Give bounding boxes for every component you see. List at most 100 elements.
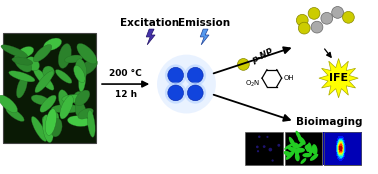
Text: OH: OH [284, 75, 294, 81]
Ellipse shape [42, 115, 53, 143]
Ellipse shape [65, 55, 82, 63]
Ellipse shape [294, 148, 305, 153]
Ellipse shape [45, 109, 56, 135]
Ellipse shape [310, 149, 317, 153]
Ellipse shape [302, 153, 312, 157]
Polygon shape [319, 58, 358, 98]
Ellipse shape [43, 38, 62, 50]
Ellipse shape [35, 71, 54, 93]
Circle shape [321, 12, 333, 24]
Ellipse shape [312, 144, 318, 155]
Circle shape [187, 67, 203, 83]
Ellipse shape [294, 149, 299, 155]
Ellipse shape [59, 90, 71, 113]
Text: IFE: IFE [329, 73, 348, 83]
Polygon shape [200, 29, 209, 45]
Ellipse shape [75, 101, 86, 120]
Text: O$_2$N: O$_2$N [245, 79, 260, 89]
Circle shape [311, 21, 323, 33]
Ellipse shape [296, 142, 305, 148]
Ellipse shape [308, 143, 312, 155]
Ellipse shape [6, 107, 24, 121]
Circle shape [277, 144, 280, 147]
Circle shape [271, 159, 274, 162]
Ellipse shape [58, 44, 71, 68]
Ellipse shape [75, 90, 90, 106]
Ellipse shape [0, 95, 17, 113]
Ellipse shape [1, 45, 28, 58]
Ellipse shape [296, 131, 301, 140]
Text: 12 h: 12 h [115, 90, 137, 99]
Ellipse shape [14, 54, 32, 72]
Ellipse shape [74, 65, 85, 83]
Ellipse shape [305, 144, 311, 150]
Ellipse shape [284, 143, 293, 150]
Ellipse shape [49, 111, 59, 125]
Circle shape [266, 136, 268, 138]
Polygon shape [146, 29, 155, 45]
Text: 200 °C: 200 °C [109, 69, 142, 78]
Circle shape [184, 64, 206, 86]
Ellipse shape [51, 104, 81, 113]
Ellipse shape [289, 137, 296, 149]
Ellipse shape [75, 59, 87, 80]
Ellipse shape [77, 44, 97, 64]
Circle shape [308, 7, 320, 19]
Ellipse shape [73, 91, 84, 106]
Circle shape [256, 146, 259, 148]
Text: Excitation: Excitation [119, 18, 179, 28]
Circle shape [296, 14, 308, 26]
Ellipse shape [286, 150, 295, 160]
Ellipse shape [31, 95, 50, 105]
Ellipse shape [284, 151, 292, 157]
Ellipse shape [298, 136, 306, 145]
Ellipse shape [26, 57, 39, 71]
Ellipse shape [62, 94, 83, 103]
Ellipse shape [87, 110, 95, 137]
Ellipse shape [306, 144, 311, 152]
Circle shape [332, 7, 344, 18]
Ellipse shape [79, 59, 98, 75]
Circle shape [268, 148, 272, 151]
Circle shape [342, 11, 354, 23]
Text: Emission: Emission [178, 18, 230, 28]
Ellipse shape [292, 143, 299, 149]
FancyBboxPatch shape [245, 132, 283, 165]
Ellipse shape [42, 116, 54, 128]
Text: Bioimaging: Bioimaging [296, 117, 363, 127]
Circle shape [263, 145, 266, 148]
Ellipse shape [310, 154, 318, 161]
Circle shape [257, 150, 259, 152]
Circle shape [165, 82, 186, 104]
Circle shape [168, 67, 184, 83]
Circle shape [258, 136, 260, 138]
Ellipse shape [31, 116, 47, 141]
Ellipse shape [40, 95, 56, 112]
Circle shape [157, 55, 216, 113]
Ellipse shape [18, 46, 34, 58]
Ellipse shape [60, 95, 73, 119]
Ellipse shape [56, 70, 72, 83]
FancyBboxPatch shape [324, 132, 361, 165]
FancyBboxPatch shape [285, 132, 322, 165]
Circle shape [187, 85, 203, 101]
Ellipse shape [51, 118, 62, 137]
Ellipse shape [17, 75, 28, 98]
FancyBboxPatch shape [3, 33, 96, 143]
Ellipse shape [33, 45, 52, 62]
Text: p-NP: p-NP [250, 48, 274, 65]
Ellipse shape [9, 71, 35, 82]
Circle shape [168, 85, 184, 101]
Ellipse shape [79, 67, 86, 92]
Ellipse shape [12, 57, 33, 65]
Circle shape [184, 82, 206, 104]
Ellipse shape [68, 116, 90, 126]
Ellipse shape [43, 66, 54, 78]
Ellipse shape [288, 147, 298, 152]
Ellipse shape [301, 158, 306, 164]
Ellipse shape [78, 108, 93, 119]
Circle shape [298, 22, 310, 34]
Ellipse shape [295, 153, 300, 161]
Circle shape [165, 64, 186, 86]
Ellipse shape [34, 68, 54, 90]
